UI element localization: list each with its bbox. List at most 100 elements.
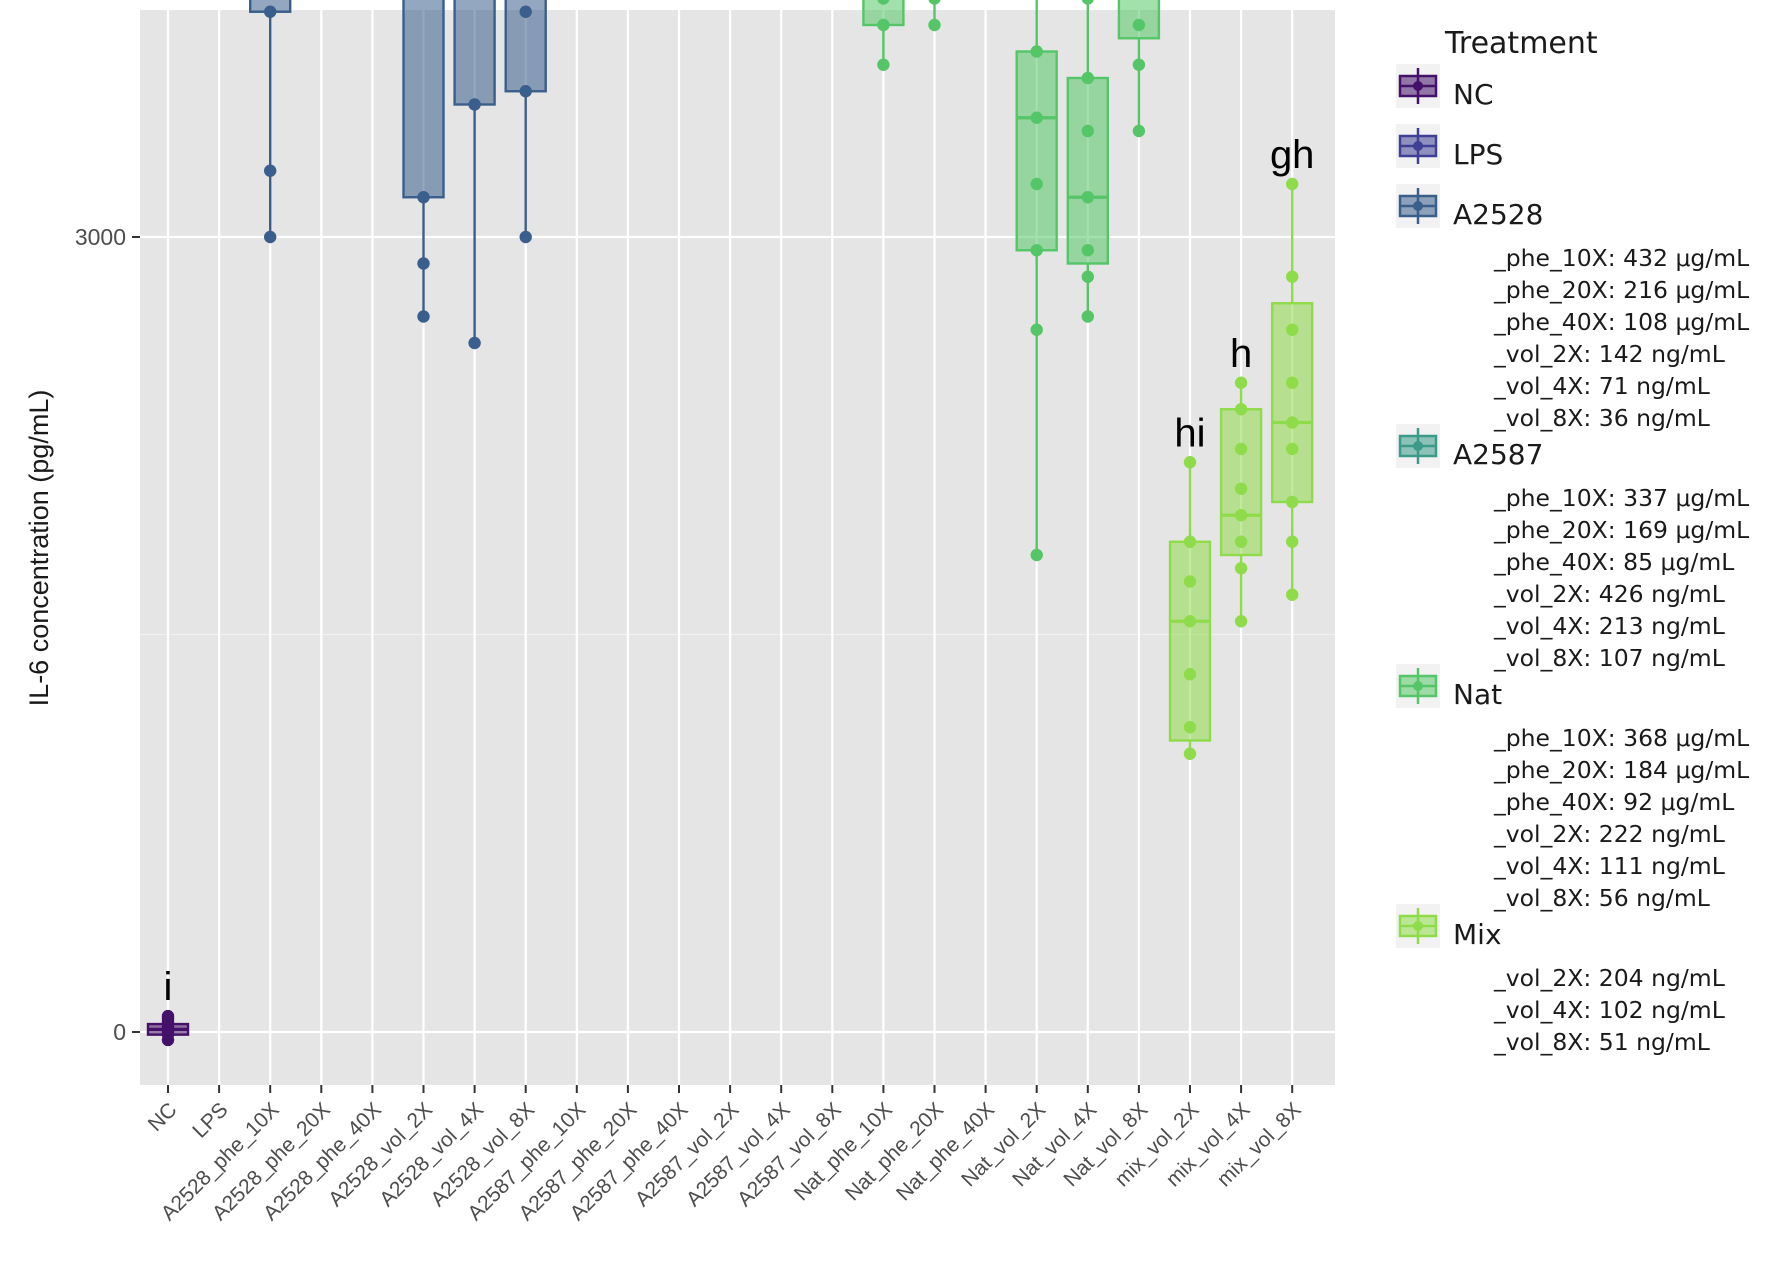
data-point [264,230,277,244]
data-point [417,257,430,270]
data-point [1286,442,1299,456]
data-point [877,0,890,5]
data-point [1081,310,1095,323]
legend-label: LPS [1453,138,1504,171]
box-group-A2528_phe_10X: cf [248,0,292,244]
legend-key [1396,124,1440,168]
data-point [468,336,481,350]
box-group-Nat_vol_8X: ef [1117,0,1161,138]
x-tick-label: LPS [188,1098,232,1142]
data-point [1030,177,1043,191]
legend-dose-note: _phe_10X: 337 μg/mL [1494,484,1750,512]
data-point [1030,244,1043,257]
box-group-mix_vol_8X: gh [1270,133,1315,601]
data-point [1234,482,1248,495]
legend-title: Treatment [1445,26,1598,61]
box-group-Nat_vol_4X: fg [1066,0,1110,323]
legend-label: NC [1453,78,1494,111]
legend-dose-note: _vol_8X: 36 ng/mL [1494,404,1710,432]
data-point [1183,615,1197,628]
box-iqr [402,0,445,199]
data-point [468,98,481,111]
legend-key [1396,664,1440,708]
legend-key-point [1413,921,1423,931]
legend-dose-note: _phe_20X: 216 μg/mL [1494,276,1750,304]
legend-label: A2587 [1453,438,1544,471]
data-point [1081,124,1095,138]
box-group-NC: i [146,965,190,1047]
legend-key-point [1413,441,1423,451]
legend-dose-note: _vol_2X: 142 ng/mL [1494,340,1725,368]
legend-dose-note: _vol_4X: 111 ng/mL [1494,852,1725,880]
legend-dose-note: _phe_40X: 108 μg/mL [1494,308,1750,336]
box-iqr [1066,76,1110,265]
legend-dose-note: _vol_2X: 426 ng/mL [1494,580,1725,608]
x-tick-label: NC [144,1098,182,1136]
legend-dose-note: _phe_20X: 184 μg/mL [1494,756,1750,784]
legend-dose-note: _vol_8X: 56 ng/mL [1494,884,1710,912]
data-point [1234,509,1248,522]
legend-dose-note: _vol_4X: 213 ng/mL [1494,612,1725,640]
data-point [1081,191,1095,204]
plot-panel [140,10,1335,1085]
box-group-Nat_phe_10X: ef [862,0,905,71]
box-group-Nat_vol_2X: fg [1015,0,1058,562]
y-axis-title: IL-6 concentration (pg/mL) [24,390,54,707]
data-point [1183,721,1197,734]
significance-letter: h [1230,332,1252,376]
data-point [519,85,532,98]
data-point [417,191,430,204]
box-iqr [453,0,496,106]
legend-key [1396,64,1440,108]
data-point [1030,45,1043,58]
data-point [417,310,430,323]
box-group-Nat_phe_20X: def [928,0,941,32]
data-point [877,58,890,71]
data-point [1183,747,1197,760]
legend-label: Nat [1453,678,1503,711]
legend-dose-note: _phe_10X: 368 μg/mL [1494,724,1750,752]
data-point [1286,323,1299,336]
data-point [1234,376,1248,389]
box-group-mix_vol_2X: hi [1168,411,1212,760]
legend-label: A2528 [1453,198,1544,231]
legend-dose-note: _phe_10X: 432 μg/mL [1494,244,1750,272]
data-point [1234,442,1248,456]
legend-dose-note: _vol_2X: 204 ng/mL [1494,964,1725,992]
y-tick-label: 0 [113,1019,126,1045]
box-iqr [1168,540,1212,742]
legend-key-point [1413,141,1423,151]
box-group-A2528_vol_4X: def [453,0,496,350]
data-point [1286,535,1299,548]
data-point [161,1009,175,1023]
legend-key [1396,904,1440,948]
marks-layer: iacfbbcfdefcfbcdbbbcbcbefdefcefgfgefhihg… [146,0,1315,1047]
legend-dose-note: _vol_8X: 107 ng/mL [1494,644,1725,672]
significance-letter: i [164,965,173,1009]
data-point [1081,244,1095,257]
legend-key-point [1413,681,1423,691]
data-point [1286,588,1299,601]
legend-key-point [1413,81,1423,91]
data-point [1286,270,1299,283]
data-point [1183,668,1197,681]
data-point [1030,548,1043,562]
data-point [519,5,532,18]
data-point [1183,456,1197,469]
significance-letter: gh [1270,133,1315,177]
data-point [519,230,532,244]
y-axis: 0300060009000 [75,224,140,1045]
data-point [1286,416,1299,429]
data-point [264,164,277,177]
data-point [1234,615,1248,628]
legend-dose-note: _vol_4X: 102 ng/mL [1494,996,1725,1024]
legend-key-point [1413,201,1423,211]
data-point [1132,58,1146,71]
data-point [1183,535,1197,548]
data-point [1234,535,1248,548]
legend-key [1396,424,1440,468]
data-point [264,5,277,18]
data-point [1030,111,1043,124]
legend-label: Mix [1453,918,1502,951]
